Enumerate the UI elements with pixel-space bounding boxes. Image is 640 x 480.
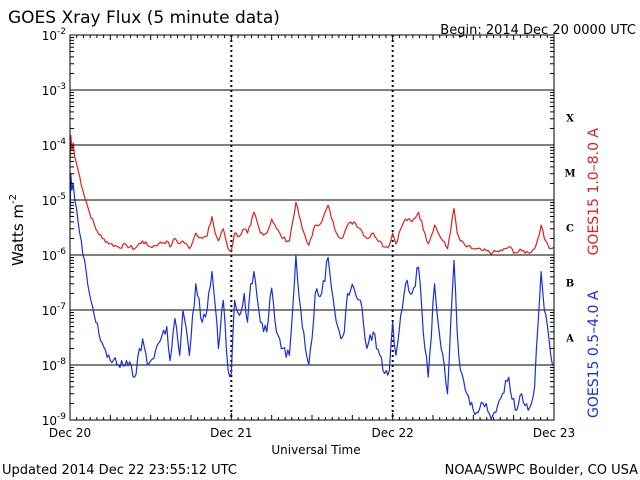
flare-class-label: A (565, 334, 574, 345)
y-axis-label: Watts m-2 (8, 194, 27, 266)
updated-timestamp: Updated 2014 Dec 22 23:55:12 UTC (2, 463, 237, 478)
grid (70, 35, 554, 420)
plot-frame (69, 34, 555, 421)
x-tick-label: Dec 21 (210, 426, 252, 440)
series-line-short (69, 173, 555, 420)
y-tick-label: 10-6 (42, 247, 67, 263)
y-tick-label: 10-2 (42, 27, 66, 43)
begin-time: Begin: 2014 Dec 20 0000 UTC (440, 23, 636, 38)
y-axis-label-base: Watts m (9, 204, 27, 266)
y-tick-label: 10-7 (42, 302, 66, 318)
axes: 10-9 10-8 10-7 10-6 10-5 10-4 10-3 10-2 Dec 20 De… (42, 27, 576, 440)
legend-short-channel: GOES15 0.5–4.0 A (586, 290, 602, 418)
series-layer (69, 134, 555, 420)
y-axis-label-sup: -2 (8, 194, 19, 204)
x-tick-label: Dec 20 (49, 426, 91, 440)
chart-title: GOES Xray Flux (5 minute data) (8, 8, 280, 28)
y-tick-label: 10-4 (42, 137, 67, 153)
credit: NOAA/SWPC Boulder, CO USA (445, 463, 638, 478)
flare-class-label: C (566, 224, 574, 235)
flare-class-label: B (566, 279, 574, 290)
flare-class-label: M (564, 169, 575, 180)
legend-long-channel: GOES15 1.0–8.0 A (586, 128, 602, 256)
y-tick-label: 10-8 (42, 357, 67, 373)
x-tick-label: Dec 23 (533, 426, 575, 440)
x-axis-label: Universal Time (271, 443, 360, 457)
y-tick-label: 10-3 (42, 82, 66, 98)
flare-class-label: X (566, 114, 574, 125)
x-tick-label: Dec 22 (372, 426, 414, 440)
y-tick-label: 10-5 (42, 192, 66, 208)
series-line-long (69, 134, 555, 255)
y-tick-label: 10-9 (42, 412, 67, 428)
svg-text:Watts m-2: Watts m-2 (8, 194, 27, 266)
